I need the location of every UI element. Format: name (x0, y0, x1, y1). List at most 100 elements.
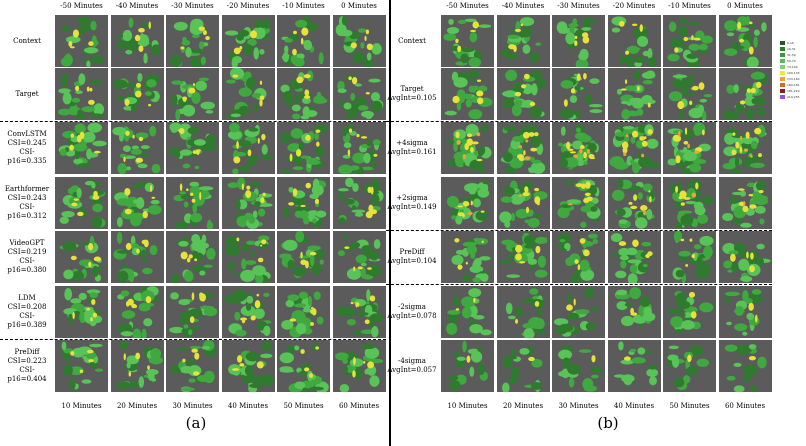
radar-frame (552, 122, 605, 174)
radar-frame (663, 340, 716, 392)
radar-frame (221, 122, 275, 174)
radar-frame (607, 68, 661, 120)
legend-entry: 16-31 (780, 46, 806, 52)
radar-frame (496, 286, 550, 338)
radar-frame (663, 122, 716, 174)
row-label-line: PreDiff (14, 348, 40, 356)
row-label-line: -4sigma (398, 357, 426, 365)
radar-frame (552, 177, 605, 229)
column-footer: 60 Minutes (724, 402, 766, 410)
legend-label: 0-16 (787, 41, 794, 45)
radar-frame (332, 15, 386, 67)
column-footer: 10 Minutes (61, 402, 102, 410)
column-footer: 20 Minutes (502, 402, 544, 410)
row-label-line: Context (398, 36, 426, 45)
radar-frame (166, 122, 219, 174)
row-label-line: Earthformer (4, 185, 50, 193)
row-separator (0, 338, 386, 340)
row-separator (0, 120, 386, 122)
radar-frame (663, 177, 716, 229)
radar-frame (166, 286, 219, 338)
radar-frame (607, 177, 661, 229)
column-header: 0 Minutes (727, 2, 763, 10)
radar-frame (166, 340, 219, 392)
legend-swatch (780, 41, 785, 45)
radar-frame (55, 177, 108, 229)
column-footer: 30 Minutes (558, 402, 599, 410)
row-label-line: CSI-p16=0.312 (7, 203, 47, 220)
legend-swatch (780, 71, 785, 75)
row-label: Target AvgInt=0.105 (386, 68, 438, 120)
row-label: Context (0, 15, 54, 67)
row-label-line: CSI-p16=0.380 (7, 257, 47, 274)
radar-frame (110, 340, 164, 392)
legend-label: 16-31 (787, 47, 796, 51)
row-label-line: CSI=0.245 (7, 139, 47, 147)
radar-frame (332, 340, 386, 392)
radar-frame (496, 177, 550, 229)
radar-frame (110, 68, 164, 120)
legend-entry: 133-160 (780, 76, 806, 82)
panel-divider (389, 0, 391, 446)
radar-frame (496, 231, 550, 283)
column-header: -20 Minutes (226, 2, 270, 10)
radar-frame (221, 286, 275, 338)
radar-frame (110, 231, 164, 283)
radar-frame (221, 340, 275, 392)
row-label: +4sigma AvgInt=0.161 (386, 122, 438, 174)
radar-frame (607, 340, 661, 392)
legend-label: 74-100 (787, 65, 798, 69)
radar-frame (607, 122, 661, 174)
radar-frame (496, 122, 550, 174)
legend-swatch (780, 53, 785, 57)
radar-frame (607, 286, 661, 338)
radar-frame (607, 15, 661, 67)
legend-swatch (780, 47, 785, 51)
legend-entry: 219-255 (780, 94, 806, 100)
column-header: 0 Minutes (341, 2, 377, 10)
radar-frame (110, 122, 164, 174)
row-label-line: CSI=0.243 (7, 194, 47, 202)
radar-frame (663, 231, 716, 283)
column-header: -50 Minutes (60, 2, 103, 10)
radar-frame (55, 15, 108, 67)
radar-frame (55, 286, 108, 338)
legend-entry: 59-74 (780, 58, 806, 64)
radar-frame (718, 15, 772, 67)
column-footer: 20 Minutes (116, 402, 158, 410)
legend-entry: 31-59 (780, 52, 806, 58)
radar-frame (277, 231, 330, 283)
radar-frame (718, 231, 772, 283)
radar-frame (332, 286, 386, 338)
row-label-line: CSI=0.208 (7, 303, 47, 311)
legend-label: 100-133 (787, 71, 800, 75)
row-label: VideoGPT CSI=0.219 CSI-p16=0.380 (0, 231, 54, 283)
radar-frame (663, 15, 716, 67)
radar-frame (55, 340, 108, 392)
column-footer: 30 Minutes (172, 402, 213, 410)
legend-swatch (780, 89, 785, 93)
radar-frame (552, 15, 605, 67)
column-header: -10 Minutes (668, 2, 711, 10)
column-header: -10 Minutes (282, 2, 325, 10)
column-footer: 60 Minutes (338, 402, 380, 410)
radar-frame (552, 340, 605, 392)
legend-entry: 74-100 (780, 64, 806, 70)
legend-entry: 181-219 (780, 88, 806, 94)
legend-entry: 160-181 (780, 82, 806, 88)
radar-frame (332, 231, 386, 283)
legend-swatch (780, 95, 785, 99)
row-label: +2sigma AvgInt=0.149 (386, 177, 438, 229)
radar-frame (718, 122, 772, 174)
radar-frame (607, 231, 661, 283)
radar-frame (718, 177, 772, 229)
radar-frame (552, 286, 605, 338)
radar-frame (221, 68, 275, 120)
row-label-line: CSI-p16=0.404 (7, 366, 47, 383)
row-label: PreDiff CSI=0.223 CSI-p16=0.404 (0, 340, 54, 392)
radar-frame (110, 286, 164, 338)
row-label: ConvLSTM CSI=0.245 CSI-p16=0.335 (0, 122, 54, 174)
column-header: -40 Minutes (115, 2, 159, 10)
radar-frame (441, 231, 494, 283)
legend-swatch (780, 77, 785, 81)
